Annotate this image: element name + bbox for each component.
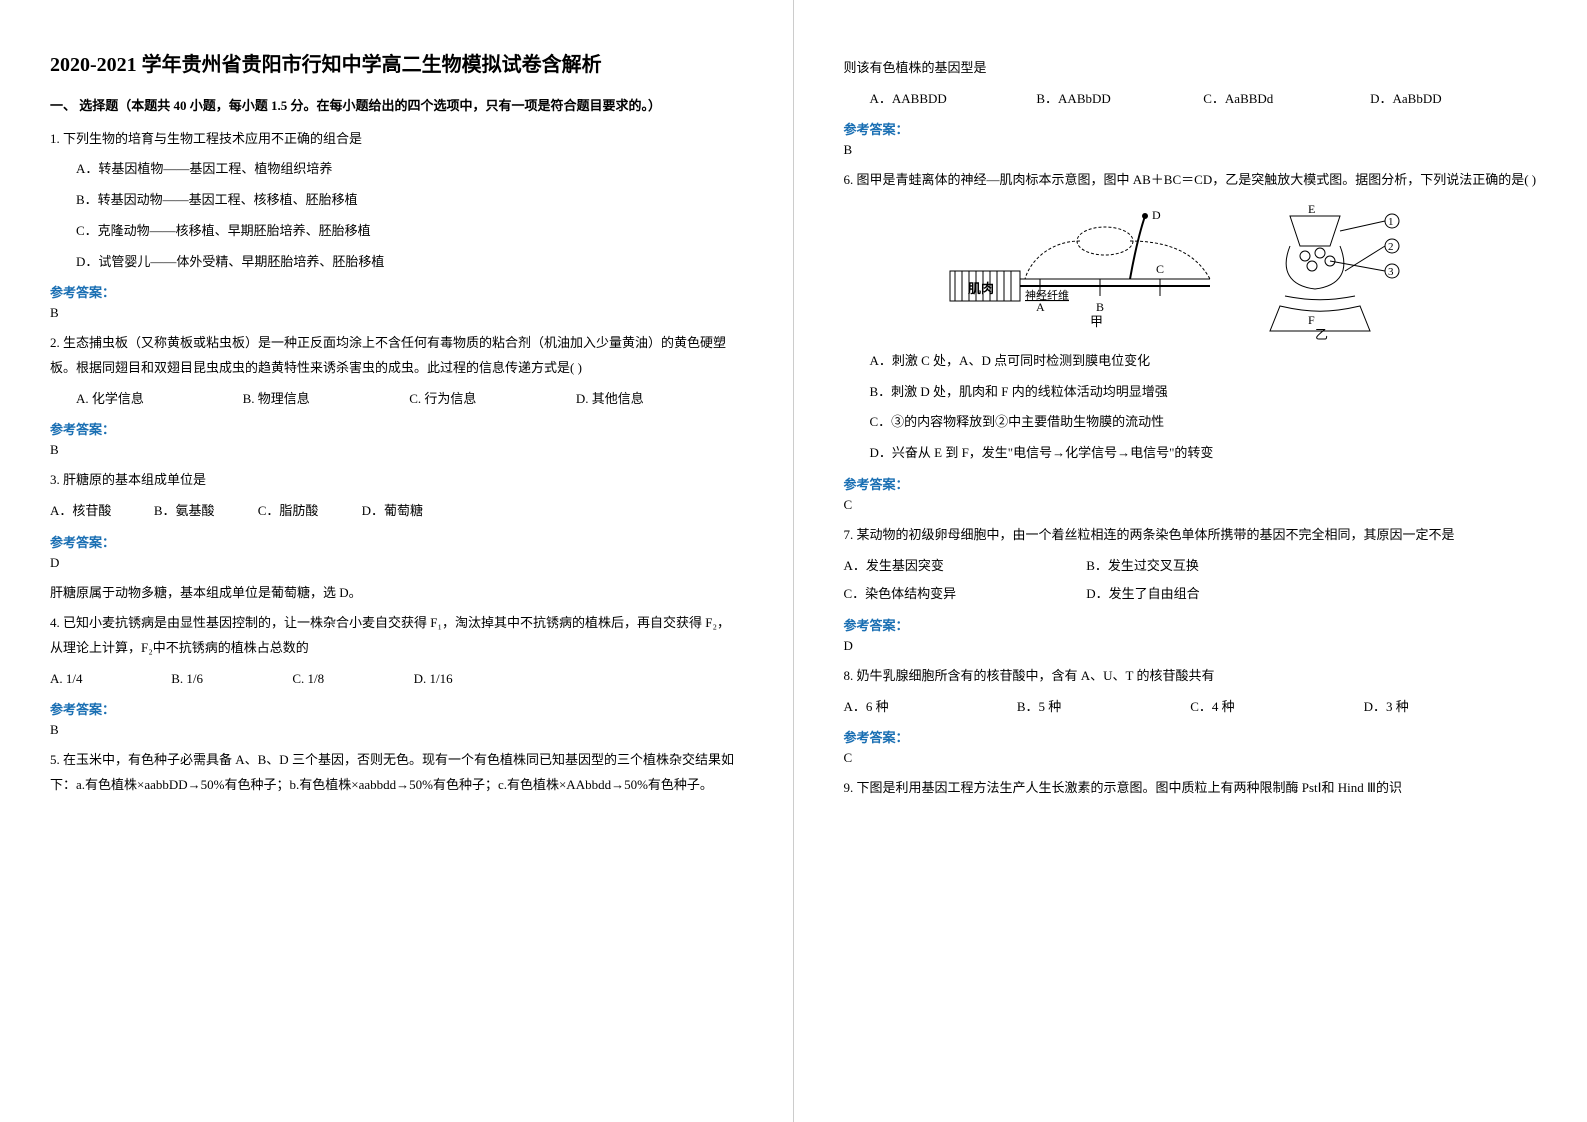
q1-opt-a: A．转基因植物——基因工程、植物组织培养 [50,157,743,182]
q5-opt-b: B．AABbDD [1036,87,1203,112]
q6-opt-b: B．刺激 D 处，肌肉和 F 内的线粒体活动均明显增强 [844,380,1538,405]
q9-stem: 9. 下图是利用基因工程方法生产人生长激素的示意图。图中质粒上有两种限制酶 Ps… [844,776,1538,801]
q3-answer: D [50,555,743,571]
svg-text:A: A [1036,300,1045,314]
q1-opt-c: C．克隆动物——核移植、早期胚胎培养、胚胎移植 [50,219,743,244]
q8-opt-c: C．4 种 [1190,695,1363,720]
q3-answer-label: 参考答案： [50,532,743,551]
q1-answer-label: 参考答案： [50,282,743,301]
muscle-label: 肌肉 [968,281,994,296]
svg-text:3: 3 [1388,266,1394,278]
svg-text:E: E [1308,202,1315,216]
q3-explanation: 肝糖原属于动物多糖，基本组成单位是葡萄糖，选 D。 [50,581,743,606]
section-1-heading: 一、 选择题（本题共 40 小题，每小题 1.5 分。在每小题给出的四个选项中，… [50,96,743,117]
q8-stem: 8. 奶牛乳腺细胞所含有的核苷酸中，含有 A、U、T 的核苷酸共有 [844,664,1538,689]
svg-text:D: D [1152,208,1161,222]
q5-opt-a: A．AABBDD [844,87,1037,112]
q7-opt-a: A．发生基因突变 [844,554,1087,579]
q8-options: A．6 种 B．5 种 C．4 种 D．3 种 [844,695,1538,720]
q3-stem: 3. 肝糖原的基本组成单位是 [50,468,743,493]
q4-stem: 4. 已知小麦抗锈病是由显性基因控制的，让一株杂合小麦自交获得 F₁，淘汰掉其中… [50,611,743,660]
nerve-muscle-diagram: 肌肉 D A B C 神经纤维 甲 E [930,201,1450,341]
q1-stem: 1. 下列生物的培育与生物工程技术应用不正确的组合是 [50,127,743,152]
q4-opt-a: A. 1/4 [50,667,171,692]
svg-text:1: 1 [1388,216,1394,228]
q7-opt-d: D．发生了自由组合 [1086,582,1329,607]
q2-stem: 2. 生态捕虫板（又称黄板或粘虫板）是一种正反面均涂上不含任何有毒物质的粘合剂（… [50,331,743,380]
fig-yi-label: 乙 [1315,327,1328,341]
q3-opt-b: B．氨基酸 [154,499,258,524]
q6-opt-d: D．兴奋从 E 到 F，发生"电信号→化学信号→电信号"的转变 [844,441,1538,466]
q4-answer: B [50,722,743,738]
q5-stem-cont: 则该有色植株的基因型是 [844,56,1538,81]
svg-text:2: 2 [1388,241,1394,253]
fig-jia-label: 甲 [1090,314,1103,329]
svg-text:F: F [1308,313,1315,327]
exam-title: 2020-2021 学年贵州省贵阳市行知中学高二生物模拟试卷含解析 [50,50,743,80]
q2-answer: B [50,442,743,458]
q3-opt-c: C．脂肪酸 [258,499,362,524]
q1-answer: B [50,305,743,321]
q8-answer: C [844,750,1538,766]
q2-options: A. 化学信息 B. 物理信息 C. 行为信息 D. 其他信息 [50,387,743,412]
right-column: 则该有色植株的基因型是 A．AABBDD B．AABbDD C．AaBBDd D… [794,0,1587,1122]
q7-answer-label: 参考答案： [844,615,1538,634]
q8-answer-label: 参考答案： [844,727,1538,746]
q7-opt-c: C．染色体结构变异 [844,582,1087,607]
q7-options-row1: A．发生基因突变 B．发生过交叉互换 [844,554,1329,579]
q2-answer-label: 参考答案： [50,419,743,438]
q5-answer: B [844,142,1538,158]
nerve-label: 神经纤维 [1025,288,1069,302]
q4-options: A. 1/4 B. 1/6 C. 1/8 D. 1/16 [50,667,535,692]
q4-opt-c: C. 1/8 [292,667,413,692]
q7-options-row2: C．染色体结构变异 D．发生了自由组合 [844,582,1329,607]
q5-opt-d: D．AaBbDD [1370,87,1537,112]
q1-opt-b: B．转基因动物——基因工程、核移植、胚胎移植 [50,188,743,213]
q5-opt-c: C．AaBBDd [1203,87,1370,112]
q6-opt-a: A．刺激 C 处，A、D 点可同时检测到膜电位变化 [844,349,1538,374]
q7-answer: D [844,638,1538,654]
q3-opt-a: A．核苷酸 [50,499,154,524]
q2-opt-b: B. 物理信息 [243,387,410,412]
q6-answer: C [844,497,1538,513]
q4-opt-d: D. 1/16 [414,667,535,692]
q5-stem: 5. 在玉米中，有色种子必需具备 A、B、D 三个基因，否则无色。现有一个有色植… [50,748,743,797]
svg-text:B: B [1096,300,1104,314]
q8-opt-b: B．5 种 [1017,695,1190,720]
svg-text:C: C [1156,262,1164,276]
q5-answer-label: 参考答案： [844,119,1538,138]
q2-opt-c: C. 行为信息 [409,387,576,412]
q6-figure: 肌肉 D A B C 神经纤维 甲 E [844,201,1538,341]
q5-options: A．AABBDD B．AABbDD C．AaBBDd D．AaBbDD [844,87,1538,112]
q4-answer-label: 参考答案： [50,699,743,718]
left-column: 2020-2021 学年贵州省贵阳市行知中学高二生物模拟试卷含解析 一、 选择题… [0,0,794,1122]
q7-stem: 7. 某动物的初级卵母细胞中，由一个着丝粒相连的两条染色单体所携带的基因不完全相… [844,523,1538,548]
q7-opt-b: B．发生过交叉互换 [1086,554,1329,579]
q8-opt-a: A．6 种 [844,695,1017,720]
q1-opt-d: D．试管婴儿——体外受精、早期胚胎培养、胚胎移植 [50,250,743,275]
q6-opt-c: C．③的内容物释放到②中主要借助生物膜的流动性 [844,410,1538,435]
q3-opt-d: D．葡萄糖 [362,499,466,524]
q4-opt-b: B. 1/6 [171,667,292,692]
q2-opt-d: D. 其他信息 [576,387,743,412]
q6-answer-label: 参考答案： [844,474,1538,493]
q3-options: A．核苷酸 B．氨基酸 C．脂肪酸 D．葡萄糖 [50,499,466,524]
q6-stem: 6. 图甲是青蛙离体的神经—肌肉标本示意图，图中 AB＋BC＝CD，乙是突触放大… [844,168,1538,193]
q8-opt-d: D．3 种 [1364,695,1537,720]
q2-opt-a: A. 化学信息 [50,387,243,412]
